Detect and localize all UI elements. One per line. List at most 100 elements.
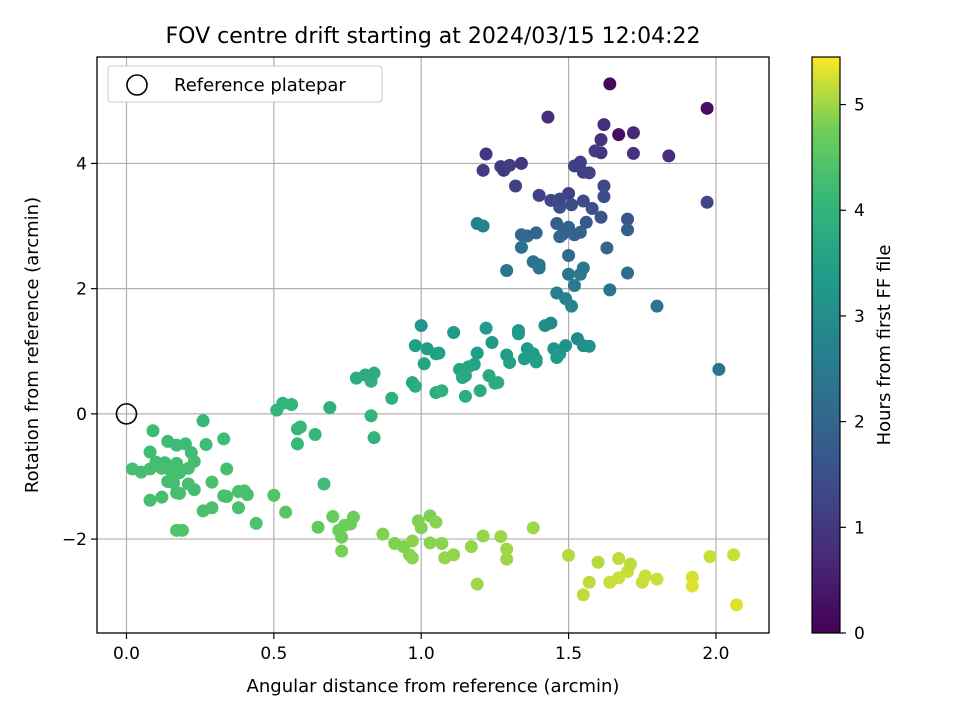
data-point — [597, 190, 611, 204]
data-point — [603, 283, 617, 297]
plot-frame — [96, 56, 770, 634]
data-point — [196, 414, 210, 428]
data-point — [447, 548, 461, 562]
data-point — [476, 529, 490, 543]
data-point — [576, 261, 590, 275]
colorbar-label: Hours from first FF file — [874, 245, 895, 446]
data-point — [550, 217, 564, 231]
data-point — [173, 486, 187, 500]
data-point — [308, 428, 322, 442]
data-point — [541, 110, 555, 124]
data-point — [167, 476, 181, 490]
data-point — [621, 266, 635, 280]
data-point — [562, 267, 576, 281]
data-point — [408, 379, 422, 393]
data-point — [529, 226, 543, 240]
data-point — [576, 588, 590, 602]
colorbar: 0 1 2 3 4 5 Hours from first FF file — [811, 56, 895, 644]
legend-marker-icon — [126, 74, 148, 96]
data-point — [727, 548, 741, 562]
data-point — [565, 299, 579, 313]
data-point — [367, 366, 381, 380]
plot-area — [97, 57, 769, 633]
data-point — [582, 166, 596, 180]
colorbar-ticks: 0 1 2 3 4 5 — [840, 96, 865, 644]
data-point — [485, 335, 499, 349]
y-tick-label: −2 — [62, 530, 87, 550]
data-point — [285, 397, 299, 411]
colorbar-tick-label: 2 — [854, 413, 865, 433]
data-point — [447, 325, 461, 339]
data-point — [703, 550, 717, 564]
x-tick-label: 1.5 — [555, 644, 582, 664]
y-tick-label: 0 — [76, 405, 87, 425]
data-point — [503, 356, 517, 370]
data-point — [621, 223, 635, 237]
data-point — [594, 146, 608, 160]
colorbar-tick-label: 5 — [854, 96, 865, 116]
data-point — [143, 445, 157, 459]
data-point — [317, 477, 331, 491]
data-point — [473, 384, 487, 398]
data-point — [290, 422, 304, 436]
data-point — [491, 376, 505, 390]
data-point — [429, 515, 443, 529]
data-point — [623, 557, 637, 571]
data-point — [196, 504, 210, 518]
data-point — [529, 355, 543, 369]
data-point — [594, 133, 608, 147]
data-point — [414, 521, 428, 535]
data-point — [326, 510, 340, 524]
data-point — [576, 194, 590, 208]
data-point — [155, 490, 169, 504]
reference-platepar-marker — [115, 403, 138, 425]
data-point — [685, 579, 699, 593]
data-point — [553, 230, 567, 244]
data-point — [143, 493, 157, 507]
data-point — [650, 572, 664, 586]
data-point — [612, 551, 626, 565]
colorbar-tick-label: 3 — [854, 307, 865, 327]
data-point — [573, 225, 587, 239]
data-point — [532, 188, 546, 202]
data-point — [476, 219, 490, 233]
data-point — [470, 577, 484, 591]
data-point — [565, 198, 579, 212]
data-point — [500, 542, 514, 556]
data-point — [249, 516, 263, 530]
data-point — [503, 158, 517, 172]
data-point — [408, 339, 422, 353]
data-point — [458, 369, 472, 383]
data-point — [511, 327, 525, 341]
y-tick-label: 2 — [76, 280, 87, 300]
chart-title: FOV centre drift starting at 2024/03/15 … — [166, 24, 701, 49]
data-point — [662, 149, 676, 163]
data-point — [626, 146, 640, 160]
data-point — [594, 210, 608, 224]
data-point — [470, 346, 484, 360]
x-axis-ticks: 0.0 0.5 1.0 1.5 2.0 — [113, 633, 729, 664]
data-point — [612, 128, 626, 142]
data-point — [500, 263, 514, 277]
x-tick-label: 0.0 — [113, 644, 140, 664]
colorbar-tick-label: 0 — [854, 624, 865, 644]
data-point — [494, 530, 508, 544]
data-point — [267, 488, 281, 502]
colorbar-tick-label: 1 — [854, 518, 865, 538]
data-point — [376, 527, 390, 541]
data-point — [187, 454, 201, 468]
data-point — [582, 339, 596, 353]
data-point — [220, 462, 234, 476]
data-point — [367, 431, 381, 445]
data-point — [638, 569, 652, 583]
data-point — [500, 552, 514, 566]
data-point — [417, 357, 431, 371]
data-point — [346, 510, 360, 524]
data-point — [526, 521, 540, 535]
data-point — [538, 319, 552, 333]
data-point — [650, 299, 664, 313]
data-point — [435, 536, 449, 550]
data-point — [730, 598, 744, 612]
data-point — [435, 384, 449, 398]
legend-box — [107, 65, 383, 103]
